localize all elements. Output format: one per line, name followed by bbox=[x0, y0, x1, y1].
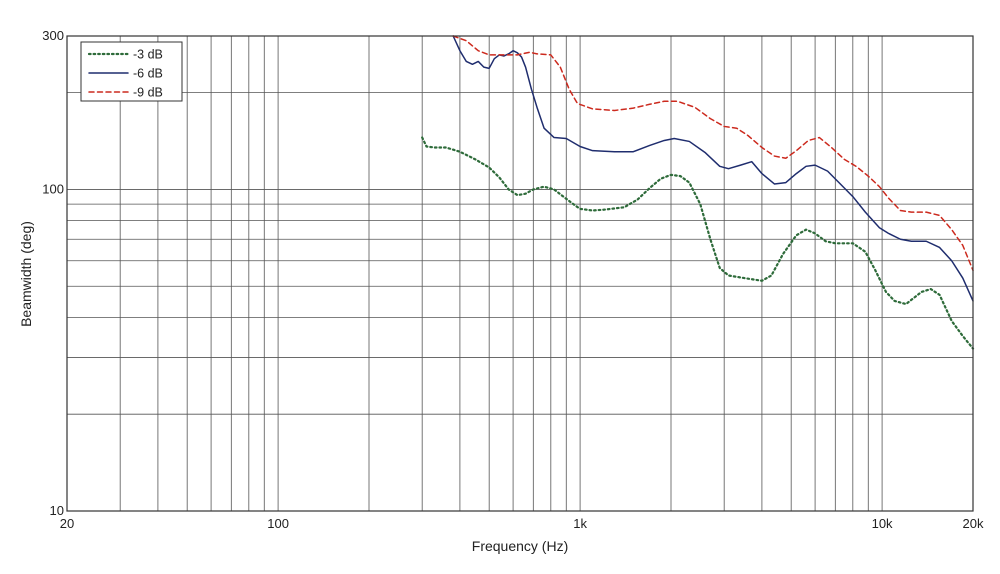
x-tick-label: 1k bbox=[573, 516, 587, 531]
x-tick-labels: 20 100 1k 10k 20k bbox=[60, 516, 984, 531]
legend-label-1: -3 dB bbox=[133, 48, 163, 62]
y-axis-label: Beamwidth (deg) bbox=[18, 221, 34, 327]
series-line-1 bbox=[421, 136, 975, 350]
legend-label-2: -6 dB bbox=[133, 67, 163, 81]
y-tick-label: 300 bbox=[42, 28, 64, 43]
x-axis-label: Frequency (Hz) bbox=[472, 538, 568, 554]
legend: -3 dB -6 dB -9 dB bbox=[80, 41, 183, 102]
x-tick-label: 100 bbox=[267, 516, 289, 531]
series-layer bbox=[421, 35, 975, 350]
legend-label-3: -9 dB bbox=[133, 86, 163, 100]
plot-frame bbox=[66, 35, 974, 512]
plot-background bbox=[67, 36, 973, 511]
series-line-3 bbox=[452, 35, 974, 272]
x-tick-label: 20k bbox=[963, 516, 984, 531]
x-tick-label: 20 bbox=[60, 516, 74, 531]
y-tick-labels: 10 100 300 bbox=[42, 28, 64, 518]
legend-box bbox=[80, 41, 183, 102]
y-tick-label: 10 bbox=[50, 503, 64, 518]
x-tick-label: 10k bbox=[872, 516, 893, 531]
y-tick-label: 100 bbox=[42, 181, 64, 196]
grid-lines bbox=[67, 36, 973, 511]
